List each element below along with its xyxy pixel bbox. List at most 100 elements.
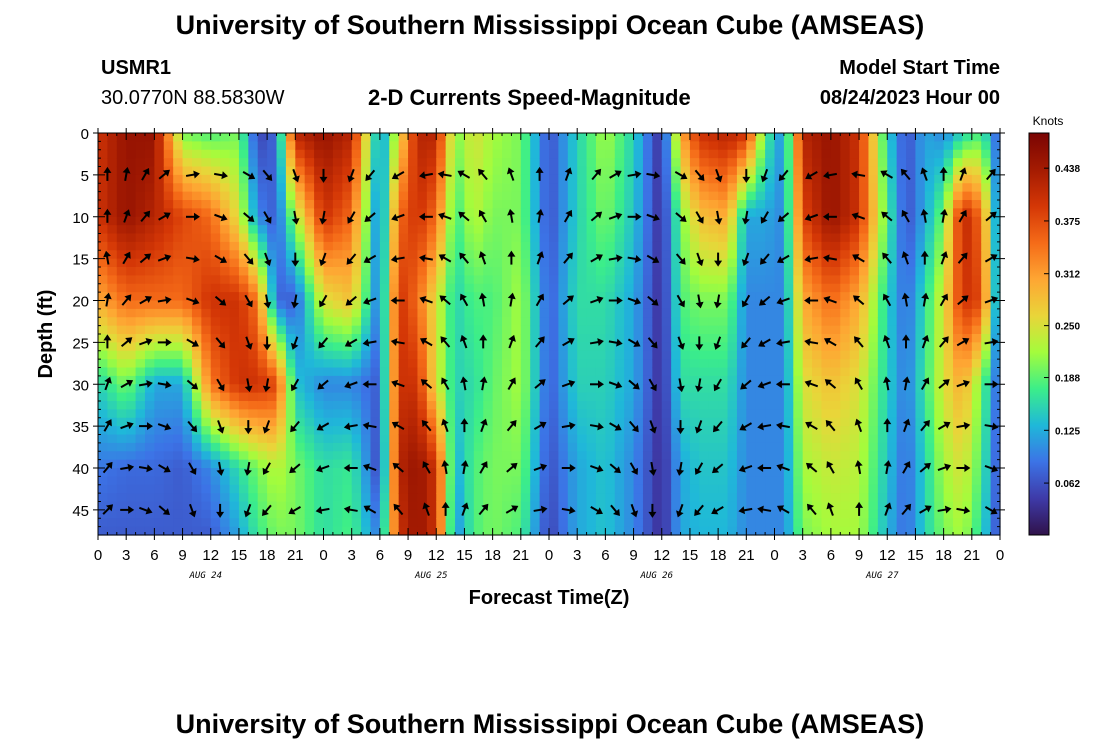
heatmap-cell <box>614 409 625 419</box>
heatmap-cell <box>595 258 606 268</box>
heatmap-cell <box>426 325 437 335</box>
heatmap-cell <box>567 409 578 419</box>
heatmap-cell <box>887 367 898 377</box>
heatmap-cell <box>398 133 409 142</box>
heatmap-cell <box>793 359 804 369</box>
heatmap-cell <box>285 308 296 318</box>
heatmap-cell <box>144 334 155 343</box>
heatmap-cell <box>144 392 155 402</box>
heatmap-cell <box>417 459 428 469</box>
heatmap-cell <box>370 518 381 528</box>
heatmap-cell <box>276 267 287 276</box>
heatmap-cell <box>408 133 419 142</box>
heatmap-cell <box>868 267 879 276</box>
heatmap-cell <box>849 493 860 503</box>
heatmap-cell <box>304 526 315 536</box>
heatmap-cell <box>906 526 917 536</box>
heatmap-cell <box>812 451 823 461</box>
heatmap-cell <box>473 476 484 486</box>
heatmap-cell <box>924 434 935 444</box>
heatmap-cell <box>295 459 306 469</box>
heatmap-cell <box>633 241 644 251</box>
heatmap-cell <box>351 509 362 519</box>
heatmap-cell <box>229 325 240 335</box>
heatmap-cell <box>370 409 381 419</box>
heatmap-cell <box>361 133 372 142</box>
heatmap-cell <box>915 417 926 427</box>
heatmap-cell <box>567 342 578 352</box>
heatmap-cell <box>793 493 804 503</box>
heatmap-cell <box>182 342 193 352</box>
heatmap-cell <box>511 275 522 285</box>
heatmap-cell <box>314 183 325 193</box>
heatmap-cell <box>896 191 907 201</box>
heatmap-cell <box>877 225 888 235</box>
current-arrow <box>883 376 891 391</box>
heatmap-cell <box>473 468 484 477</box>
heatmap-cell <box>502 476 513 486</box>
heatmap-cell <box>530 133 541 142</box>
heatmap-cell <box>962 468 973 477</box>
heatmap-cell <box>614 442 625 452</box>
heatmap-cell <box>473 350 484 360</box>
heatmap-cell <box>107 384 118 394</box>
heatmap-cell <box>417 392 428 402</box>
heatmap-cell <box>173 216 184 226</box>
current-arrow <box>290 336 299 350</box>
heatmap-cell <box>567 518 578 528</box>
heatmap-cell <box>802 208 813 218</box>
heatmap-cell <box>736 241 747 251</box>
heatmap-cell <box>595 367 606 377</box>
current-arrow <box>647 337 658 349</box>
heatmap-cell <box>755 526 766 536</box>
heatmap-cell <box>699 216 710 226</box>
heatmap-cell <box>304 384 315 394</box>
current-arrow <box>534 336 545 348</box>
current-arrow <box>478 503 489 516</box>
heatmap-cell <box>793 476 804 486</box>
heatmap-cell <box>680 509 691 519</box>
current-arrow <box>533 505 548 514</box>
heatmap-cell <box>191 241 202 251</box>
heatmap-cell <box>633 401 644 410</box>
heatmap-cell <box>304 459 315 469</box>
heatmap-cell <box>736 208 747 218</box>
heatmap-cell <box>990 526 1001 536</box>
heatmap-cell <box>455 459 466 469</box>
heatmap-cell <box>746 350 757 360</box>
heatmap-cell <box>821 149 832 159</box>
heatmap-cell <box>98 325 108 335</box>
heatmap-cell <box>539 283 550 293</box>
heatmap-cell <box>577 476 588 486</box>
heatmap-cell <box>173 174 184 184</box>
heatmap-cell <box>727 334 738 343</box>
heatmap-cell <box>783 459 794 469</box>
heatmap-cell <box>379 283 390 293</box>
heatmap-cell <box>408 350 419 360</box>
heatmap-cell <box>830 518 841 528</box>
heatmap-cell <box>408 367 419 377</box>
heatmap-cell <box>924 526 935 536</box>
heatmap-cell <box>436 468 447 477</box>
heatmap-cell <box>539 518 550 528</box>
heatmap-cell <box>549 459 559 469</box>
heatmap-cell <box>624 149 635 159</box>
heatmap-cell <box>304 325 315 335</box>
heatmap-cell <box>135 409 146 419</box>
current-arrow <box>390 338 405 346</box>
heatmap-cell <box>934 183 945 193</box>
heatmap-cell <box>408 158 419 168</box>
heatmap-cell <box>924 149 935 159</box>
heatmap-cell <box>191 501 202 511</box>
heatmap-cell <box>314 484 325 494</box>
heatmap-cell <box>887 308 898 318</box>
heatmap-cell <box>990 442 1001 452</box>
heatmap-cell <box>332 476 343 486</box>
heatmap-cell <box>238 375 249 385</box>
heatmap-cell <box>924 216 935 226</box>
heatmap-cell <box>727 459 738 469</box>
heatmap-cell <box>107 401 118 410</box>
heatmap-cell <box>520 375 531 385</box>
heatmap-cell <box>342 317 353 327</box>
heatmap-cell <box>990 493 1001 503</box>
